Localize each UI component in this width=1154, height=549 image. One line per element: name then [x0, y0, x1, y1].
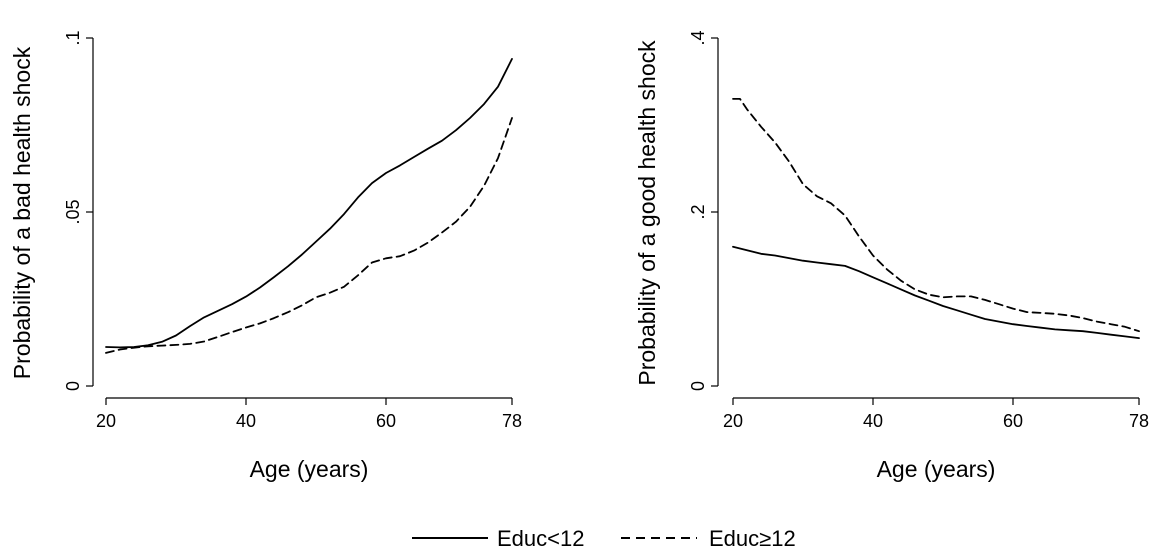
right-series-line-educ-ge-12 [732, 98, 1140, 333]
right-x-tick-label: 78 [1129, 411, 1149, 431]
left-series-line-educ-lt-12 [105, 58, 513, 349]
legend-label-educ-ge-12: Educ≥12 [709, 526, 796, 549]
right-ticks: 20 40 60 78 0 .2 .4 [688, 30, 1149, 431]
legend: Educ<12 Educ≥12 [412, 526, 796, 549]
left-y-tick-label: .05 [63, 199, 83, 224]
right-y-tick-label: .4 [688, 30, 708, 45]
right-x-tick-label: 60 [1003, 411, 1023, 431]
right-y-axis-title: Probability of a good health shock [634, 40, 660, 386]
left-series-lines [105, 58, 513, 354]
right-series-lines [732, 98, 1140, 339]
legend-label-educ-lt-12: Educ<12 [497, 526, 584, 549]
left-x-tick-label: 40 [236, 411, 256, 431]
left-x-tick-label: 78 [502, 411, 522, 431]
right-y-tick-label: 0 [688, 381, 708, 391]
left-y-tick-label: 0 [63, 381, 83, 391]
right-x-tick-label: 20 [723, 411, 743, 431]
right-series-line-educ-lt-12 [732, 245, 1140, 339]
right-y-tick-label: .2 [688, 204, 708, 219]
left-x-tick-label: 60 [376, 411, 396, 431]
left-x-axis-title: Age (years) [250, 456, 369, 482]
right-x-tick-label: 40 [863, 411, 883, 431]
right-chart-panel: 20 40 60 78 0 .2 .4 Age (years) Probability of… [634, 30, 1149, 482]
left-ticks: 20 40 60 78 0 .05 .1 [63, 30, 522, 431]
left-series-line-educ-ge-12 [105, 117, 513, 354]
left-y-axis-title: Probability of a bad health shock [9, 46, 35, 379]
left-chart-panel: 20 40 60 78 0 .05 .1 Age (years) Probability o… [9, 30, 522, 482]
left-y-tick-label: .1 [63, 30, 83, 45]
right-x-axis-title: Age (years) [877, 456, 996, 482]
left-x-tick-label: 20 [96, 411, 116, 431]
